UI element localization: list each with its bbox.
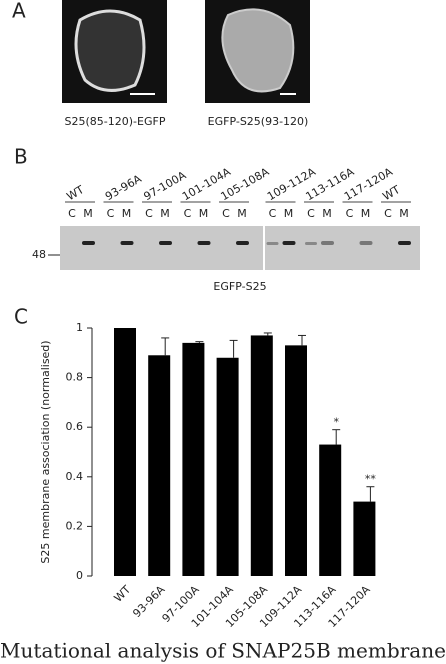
cell-outline xyxy=(74,9,146,92)
caption: Mutational analysis of SNAP25B membrane xyxy=(0,639,446,663)
fraction-label: M xyxy=(284,207,294,220)
band xyxy=(266,242,279,245)
lane-label: 97-100A xyxy=(142,168,189,203)
bar xyxy=(319,444,342,576)
band xyxy=(82,241,95,245)
fraction-label: M xyxy=(361,207,371,220)
fraction-label: C xyxy=(184,207,192,220)
y-tick-label: 0 xyxy=(76,569,83,582)
lane-label: 93-96A xyxy=(103,172,144,203)
fraction-label: C xyxy=(346,207,354,220)
band xyxy=(159,241,172,245)
cell-fill xyxy=(221,8,295,93)
fraction-label: C xyxy=(269,207,277,220)
band xyxy=(398,241,411,245)
bar xyxy=(353,501,376,576)
lane-label: WT xyxy=(381,183,403,203)
significance: ** xyxy=(365,473,377,486)
y-tick-label: 0.2 xyxy=(66,519,84,532)
band xyxy=(282,241,296,245)
image-caption: S25(85-120)-EGFP xyxy=(65,115,166,128)
bar xyxy=(250,335,273,576)
fraction-label: M xyxy=(160,207,170,220)
fraction-label: M xyxy=(237,207,247,220)
blot-label: EGFP-S25 xyxy=(213,280,266,293)
y-tick-label: 1 xyxy=(76,321,83,334)
fraction-label: M xyxy=(399,207,409,220)
bar xyxy=(148,355,171,576)
band xyxy=(197,241,211,245)
blot xyxy=(60,226,420,270)
x-tick-label: WT xyxy=(112,583,134,605)
bar xyxy=(285,345,307,576)
lane-label: WT xyxy=(65,183,87,203)
bar xyxy=(182,342,205,576)
band xyxy=(321,241,334,245)
y-tick-label: 0.8 xyxy=(66,371,84,384)
fraction-label: C xyxy=(307,207,315,220)
fraction-label: M xyxy=(199,207,209,220)
y-tick-label: 0.6 xyxy=(66,420,84,433)
fraction-label: M xyxy=(322,207,332,220)
significance: * xyxy=(333,416,339,429)
fraction-label: M xyxy=(122,207,132,220)
band xyxy=(120,241,134,245)
bar xyxy=(114,328,136,576)
y-tick-label: 0.4 xyxy=(66,470,84,483)
band xyxy=(305,242,317,245)
band xyxy=(236,241,249,245)
band xyxy=(359,241,373,245)
bar xyxy=(216,357,239,576)
image-caption: EGFP-S25(93-120) xyxy=(208,115,309,128)
y-axis-label: S25 membrane association (normalised) xyxy=(39,340,52,563)
fraction-label: C xyxy=(68,207,76,220)
panel-label: B xyxy=(14,145,28,169)
fraction-label: M xyxy=(83,207,93,220)
panel-label: C xyxy=(14,305,28,329)
fraction-label: C xyxy=(384,207,392,220)
fraction-label: C xyxy=(145,207,153,220)
fraction-label: C xyxy=(107,207,115,220)
panel-label: A xyxy=(12,0,26,23)
marker-label: 48 xyxy=(32,248,46,261)
fraction-label: C xyxy=(222,207,230,220)
